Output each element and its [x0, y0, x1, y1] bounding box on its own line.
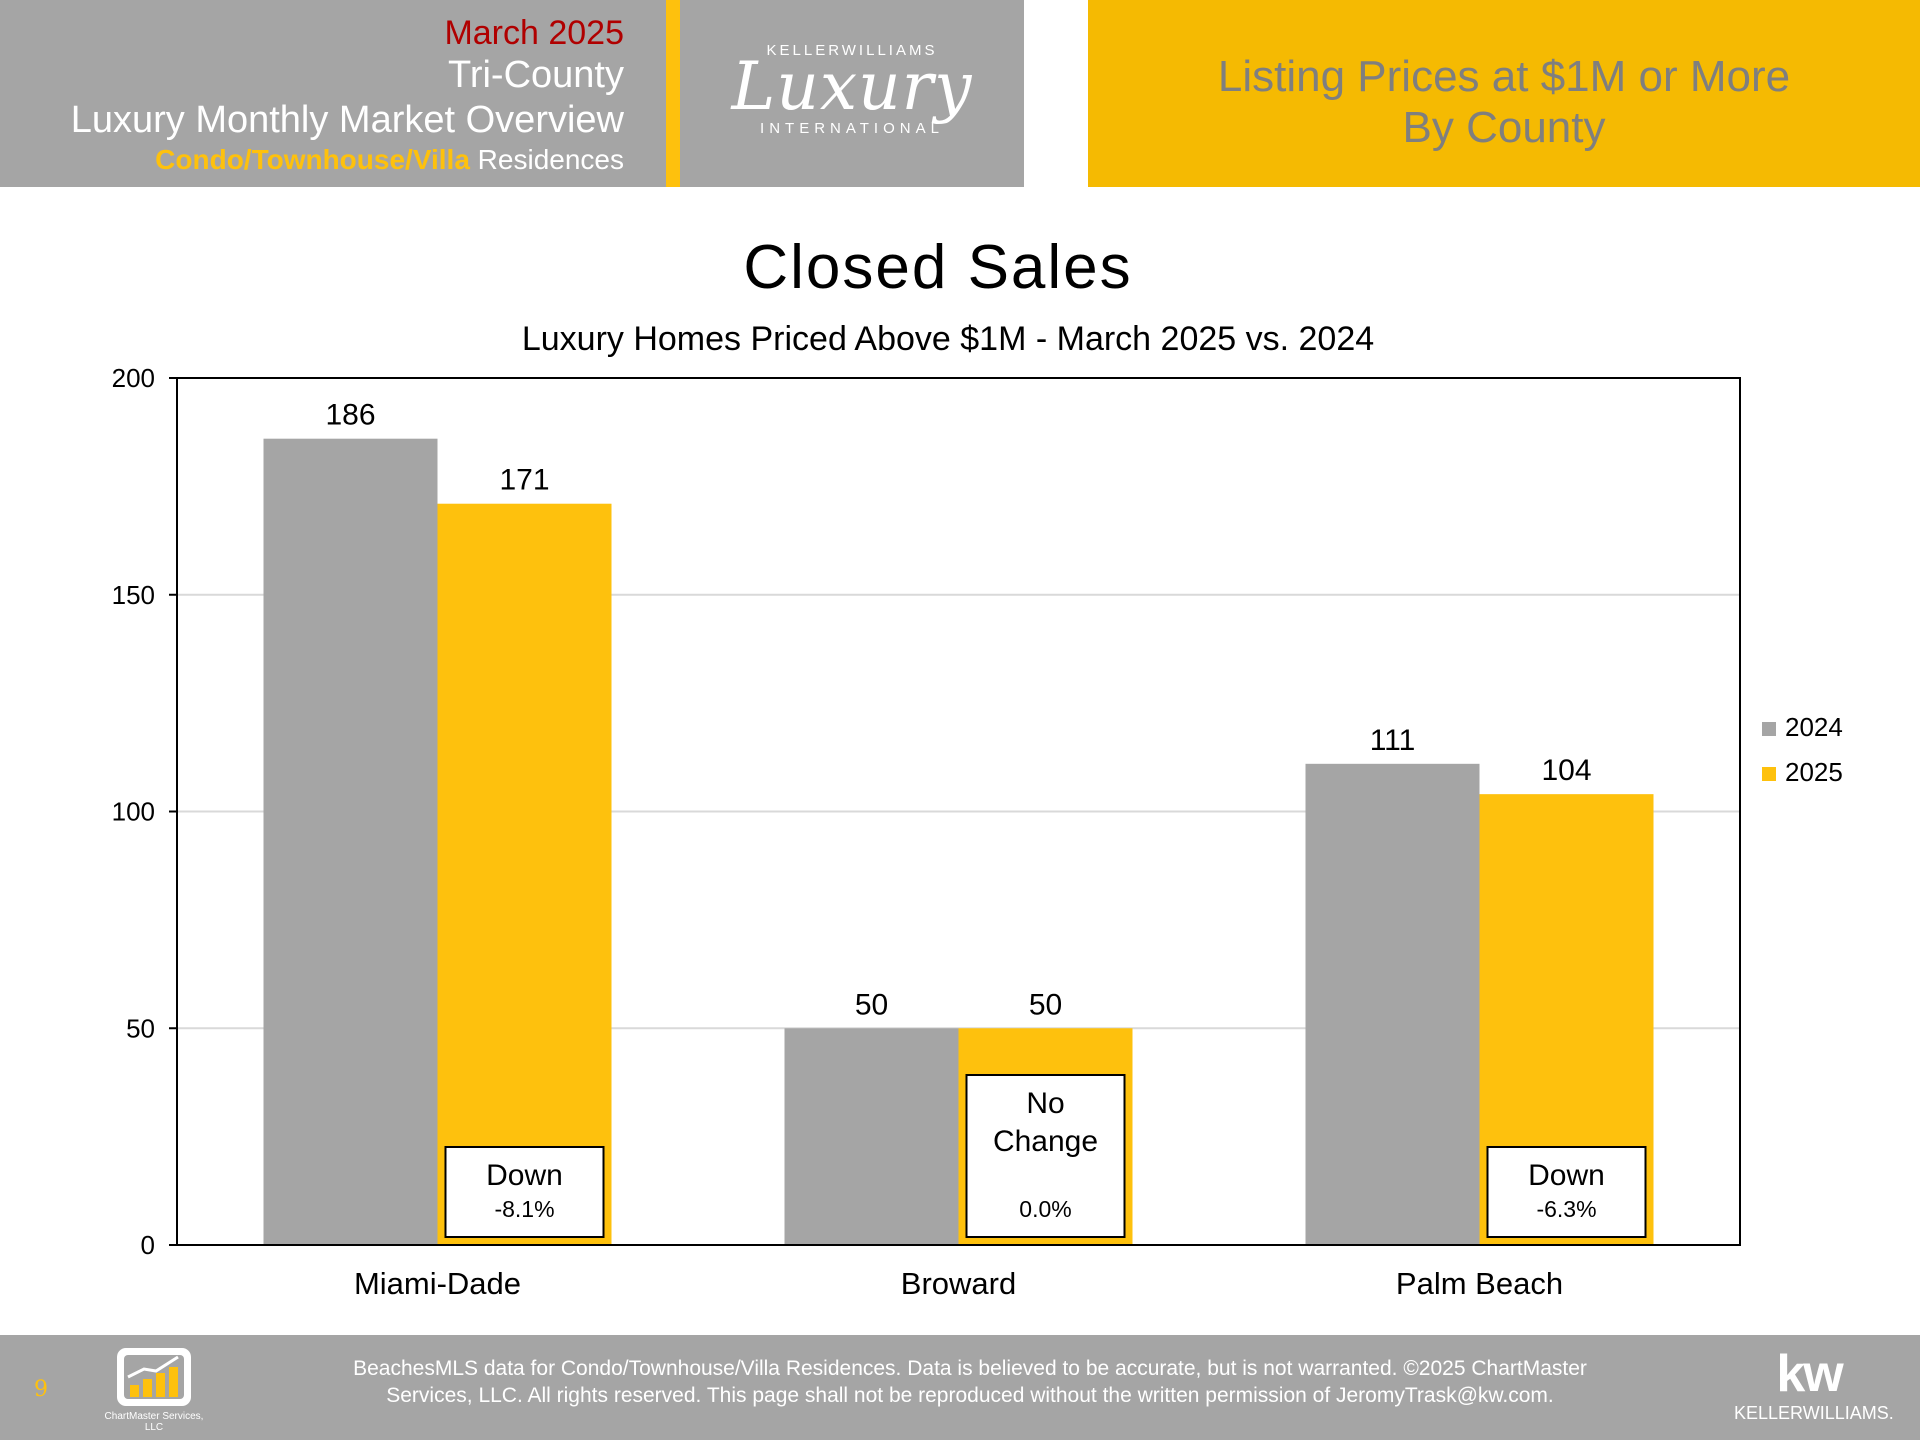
legend-swatch: [1762, 722, 1776, 736]
chartmaster-logo-icon: [117, 1348, 191, 1406]
bar: [1305, 763, 1480, 1245]
logo-bottom-text: INTERNATIONAL: [760, 120, 944, 137]
chart-title: Closed Sales: [743, 233, 1133, 302]
data-label: 50: [855, 988, 888, 1021]
y-tick-label: 150: [112, 580, 155, 610]
category-label: Palm Beach: [1396, 1266, 1563, 1301]
legend-label: 2024: [1785, 712, 1843, 742]
logo-top-text: KELLERWILLIAMS: [766, 42, 938, 59]
topic-line-1: Listing Prices at $1M or More: [1217, 52, 1791, 101]
bar: [437, 503, 612, 1246]
logo-main-text: Luxury: [731, 48, 973, 125]
data-label: 171: [499, 464, 549, 497]
data-label: 104: [1541, 754, 1591, 787]
kw-luxury-logo: KELLERWILLIAMS Luxury INTERNATIONAL: [680, 0, 1024, 187]
legend-swatch: [1762, 767, 1776, 781]
kw-name: KELLERWILLIAMS.: [1734, 1403, 1894, 1423]
annotation-value: -8.1%: [494, 1196, 554, 1222]
kw-mark: kw: [1776, 1345, 1843, 1403]
report-month: March 2025: [444, 14, 624, 52]
annotation-label: Down: [486, 1159, 563, 1192]
kw-logo: kw KELLERWILLIAMS.: [1734, 1345, 1894, 1423]
annotation-value: -6.3%: [1536, 1196, 1596, 1222]
bar: [263, 438, 438, 1245]
report-subtitle: Condo/Townhouse/Villa Residences: [155, 144, 624, 176]
topic-line-2: By County: [1402, 103, 1606, 152]
disclaimer-line-1: BeachesMLS data for Condo/Townhouse/Vill…: [353, 1357, 1587, 1380]
category-label: Broward: [901, 1266, 1016, 1301]
property-type: Condo/Townhouse/Villa: [155, 144, 470, 175]
data-label: 50: [1029, 988, 1062, 1021]
footer: 9 ChartMaster Services, LLC BeachesMLS d…: [0, 1335, 1920, 1440]
header-title-panel: March 2025 Tri-County Luxury Monthly Mar…: [0, 0, 666, 187]
annotation-label: Change: [993, 1125, 1098, 1158]
annotation-label: Down: [1528, 1159, 1605, 1192]
header-topic-panel: Listing Prices at $1M or More By County: [1088, 0, 1920, 187]
report-region: Tri-County: [448, 54, 624, 96]
annotation-box: [1486, 1146, 1647, 1238]
page-number: 9: [34, 1377, 48, 1402]
annotation-value: 0.0%: [1019, 1196, 1071, 1222]
y-tick-label: 50: [126, 1013, 155, 1043]
y-tick-label: 0: [141, 1230, 155, 1260]
y-tick-label: 200: [112, 363, 155, 393]
closed-sales-chart: 0 50 100 150 200 186 171 Miami-Dade 50 50 Broward 1…: [112, 363, 1843, 1301]
plot-frame: [176, 377, 1741, 1246]
annotation-box: [444, 1146, 605, 1238]
report-title: Luxury Monthly Market Overview: [70, 99, 624, 141]
chart-subtitle: Luxury Homes Priced Above $1M - March 20…: [521, 320, 1375, 358]
property-type-suffix: Residences: [469, 144, 624, 175]
bar: [784, 1028, 959, 1245]
chartmaster-name: ChartMaster Services, LLC: [104, 1411, 204, 1433]
annotation-label: No: [1026, 1087, 1064, 1120]
legend-label: 2025: [1785, 757, 1843, 787]
disclaimer-line-2: Services, LLC. All rights reserved. This…: [386, 1384, 1554, 1407]
y-tick-label: 100: [112, 797, 155, 827]
header-divider: [666, 0, 680, 187]
data-label: 186: [325, 399, 375, 432]
annotation-box: [965, 1074, 1126, 1238]
data-label: 111: [1370, 724, 1416, 757]
category-label: Miami-Dade: [354, 1266, 521, 1301]
disclaimer: BeachesMLS data for Condo/Townhouse/Vill…: [230, 1355, 1710, 1409]
